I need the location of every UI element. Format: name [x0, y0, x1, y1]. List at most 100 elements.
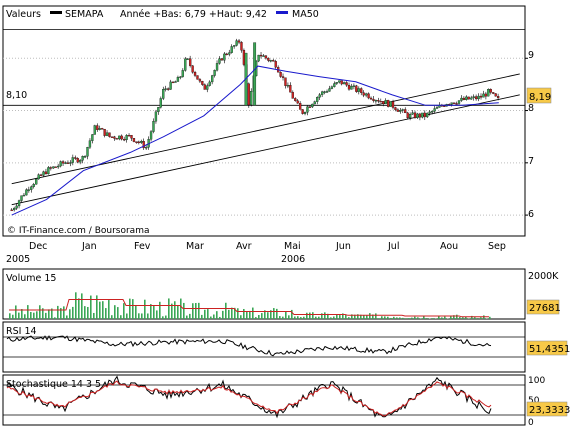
candle-body [296, 100, 299, 104]
candle-body [157, 107, 160, 113]
volume-bar [450, 316, 452, 319]
candle-body [22, 194, 26, 197]
candle-body [162, 89, 165, 99]
candle-body [474, 96, 478, 100]
volume-bar [201, 314, 203, 319]
volume-bar [144, 299, 146, 319]
candle-body [201, 81, 204, 85]
candle-body [279, 72, 282, 77]
volume-bar [444, 316, 446, 319]
candle-body [374, 100, 378, 102]
candle-body [294, 98, 297, 101]
candle-body [54, 166, 57, 168]
candle-body [328, 88, 331, 92]
candle-body [140, 141, 143, 143]
volume-bar [312, 312, 314, 319]
candle-body [406, 112, 409, 119]
candle-body [225, 53, 228, 56]
volume-bar [411, 317, 413, 319]
candle-body [35, 178, 38, 185]
candle-body [382, 101, 385, 105]
candle-body [325, 91, 329, 93]
candle-body [303, 112, 307, 114]
volume-bar [198, 302, 200, 319]
volume-bar [57, 305, 59, 319]
candle-body [308, 106, 312, 108]
volume-bar [36, 311, 38, 319]
candle-body [430, 111, 434, 113]
volume-bar [348, 317, 350, 319]
volume-bar [402, 317, 404, 319]
trend-line [11, 94, 520, 206]
volume-bar [372, 314, 374, 319]
candle-body [342, 82, 346, 85]
x-tick-mai: Mai [284, 241, 301, 252]
candle-body [103, 128, 106, 136]
volume-bar [30, 311, 32, 319]
candle-body [338, 80, 341, 83]
candle-body [230, 46, 233, 53]
candle-body [479, 95, 483, 98]
candle-body [10, 209, 13, 212]
volume-bar [381, 316, 383, 319]
candle-body [20, 195, 23, 201]
candle-body [257, 54, 260, 62]
candle-body [208, 81, 211, 86]
candle-body [83, 156, 87, 158]
candle-body [320, 91, 324, 95]
candle-body [105, 132, 109, 136]
candle-body [176, 77, 180, 82]
volume-bar [108, 300, 110, 319]
candle-body [286, 84, 290, 87]
candle-body [496, 96, 500, 99]
volume-bar [45, 312, 47, 319]
volume-bar [138, 313, 140, 319]
volume-bar [264, 310, 266, 319]
candle-body [145, 146, 148, 149]
candle-body [13, 208, 16, 211]
candle-body [15, 205, 18, 209]
legend-semapa: SEMAPA [65, 9, 104, 20]
candle-body [482, 93, 485, 98]
volume-bar [333, 316, 335, 319]
candle-body [142, 141, 145, 149]
x-tick-fev: Fev [134, 241, 151, 252]
candle-body [418, 113, 422, 118]
volume-bar [51, 308, 53, 319]
volume-bar [321, 313, 323, 319]
volume-bar [75, 292, 77, 319]
volume-bar [345, 315, 347, 319]
volume-bar [81, 293, 83, 319]
stoch-title: Stochastique 14 3 5 [6, 379, 101, 390]
volume-bar [129, 298, 131, 319]
volume-bar [474, 317, 476, 319]
stoch-k-line [6, 375, 492, 419]
volume-bar [234, 307, 236, 319]
candle-body [367, 93, 370, 99]
candle-body [435, 107, 439, 109]
candle-body [57, 165, 60, 168]
volume-bar [168, 298, 170, 319]
candle-body [399, 110, 402, 112]
candle-body [127, 135, 131, 137]
candle-body [316, 97, 319, 102]
reference-line-label: 8,10 [6, 90, 27, 101]
candle-body [223, 53, 226, 61]
volume-bar [240, 315, 242, 319]
volume-bar [330, 317, 332, 319]
x-tick-jul: Jul [387, 241, 399, 252]
volume-bar [432, 318, 434, 319]
volume-bar [291, 309, 293, 319]
last-value-box: 8,19 [526, 87, 551, 104]
volume-bar [363, 315, 365, 319]
legend-ma50-swatch [276, 11, 288, 14]
candle-body [137, 141, 140, 144]
candle-body [274, 61, 277, 68]
candle-body [108, 132, 111, 137]
volume-bar [366, 315, 368, 319]
candle-body [489, 89, 492, 93]
candle-body [379, 101, 382, 103]
candle-body [284, 77, 287, 86]
volume-bar [300, 317, 302, 319]
volume-bar [318, 316, 320, 319]
